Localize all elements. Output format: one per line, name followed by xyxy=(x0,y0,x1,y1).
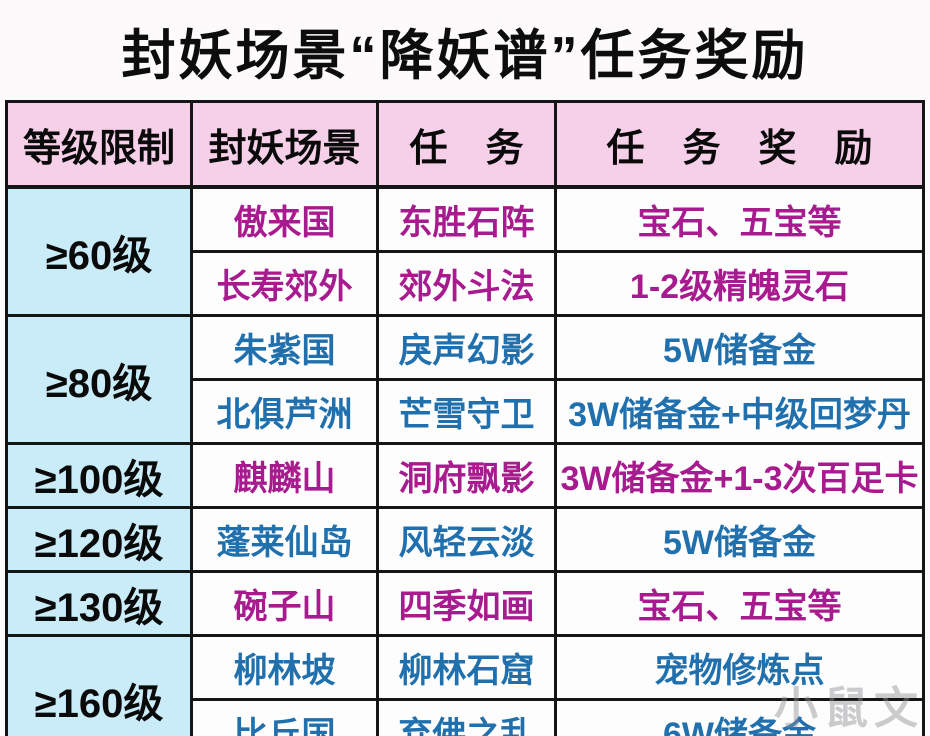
scene-cell: 柳林坡 xyxy=(190,634,379,701)
level-cell-120: ≥120级 xyxy=(5,506,193,573)
reward-cell: 3W储备金+中级回梦丹 xyxy=(554,378,925,445)
scene-cell: 傲来国 xyxy=(190,185,379,253)
reward-table: 等级限制 封妖场景 任 务 任 务 奖 励 ≥60级 傲来国 东胜石阵 宝石、五… xyxy=(5,100,925,736)
level-cell-60: ≥60级 xyxy=(5,185,193,317)
col-header-level-limit: 等级限制 xyxy=(5,100,193,189)
scene-cell: 朱紫国 xyxy=(190,314,379,381)
task-cell: 风轻云淡 xyxy=(376,506,557,573)
page-title: 封妖场景“降妖谱”任务奖励 xyxy=(0,0,930,100)
scene-cell: 比丘国 xyxy=(190,698,379,736)
col-header-task: 任 务 xyxy=(376,100,557,189)
reward-cell: 3W储备金+1-3次百足卡 xyxy=(554,442,925,509)
reward-cell: 5W储备金 xyxy=(554,506,925,573)
table-row: ≥80级 朱紫国 戾声幻影 5W储备金 xyxy=(5,314,925,445)
task-cell: 洞府飘影 xyxy=(376,442,557,509)
task-cell: 弃佛之乱 xyxy=(376,698,557,736)
table-row: ≥160级 柳林坡 柳林石窟 宠物修炼点 xyxy=(5,634,925,736)
table-row: 比丘国 弃佛之乱 6W储备金 xyxy=(7,698,925,736)
level-cell-100: ≥100级 xyxy=(5,442,193,509)
table-row: ≥130级 碗子山 四季如画 宝石、五宝等 xyxy=(5,570,925,637)
table-row: ≥100级 麒麟山 洞府飘影 3W储备金+1-3次百足卡 xyxy=(5,442,925,509)
table-row: 北俱芦洲 芒雪守卫 3W储备金+中级回梦丹 xyxy=(7,378,925,445)
scene-cell: 蓬莱仙岛 xyxy=(190,506,379,573)
header-row: 等级限制 封妖场景 任 务 任 务 奖 励 xyxy=(5,100,925,189)
reward-cell: 宝石、五宝等 xyxy=(554,570,925,637)
reward-cell: 宠物修炼点 xyxy=(554,634,925,701)
task-cell: 戾声幻影 xyxy=(376,314,557,381)
table-row: ≥60级 傲来国 东胜石阵 宝石、五宝等 xyxy=(5,185,925,317)
task-cell: 东胜石阵 xyxy=(376,185,557,253)
table-row: 长寿郊外 郊外斗法 1-2级精魄灵石 xyxy=(7,250,925,317)
task-cell: 四季如画 xyxy=(376,570,557,637)
level-cell-80: ≥80级 xyxy=(5,314,193,445)
scene-cell: 北俱芦洲 xyxy=(190,378,379,445)
scene-cell: 碗子山 xyxy=(190,570,379,637)
reward-cell: 1-2级精魄灵石 xyxy=(554,250,925,317)
scene-cell: 长寿郊外 xyxy=(190,250,379,317)
level-cell-160: ≥160级 xyxy=(5,634,193,736)
task-cell: 郊外斗法 xyxy=(376,250,557,317)
col-header-reward: 任 务 奖 励 xyxy=(554,100,925,189)
reward-cell: 6W储备金 xyxy=(554,698,925,736)
col-header-scene: 封妖场景 xyxy=(190,100,379,189)
task-cell: 柳林石窟 xyxy=(376,634,557,701)
reward-cell: 5W储备金 xyxy=(554,314,925,381)
table-row: ≥120级 蓬莱仙岛 风轻云淡 5W储备金 xyxy=(5,506,925,573)
level-cell-130: ≥130级 xyxy=(5,570,193,637)
reward-cell: 宝石、五宝等 xyxy=(554,185,925,253)
scene-cell: 麒麟山 xyxy=(190,442,379,509)
task-cell: 芒雪守卫 xyxy=(376,378,557,445)
